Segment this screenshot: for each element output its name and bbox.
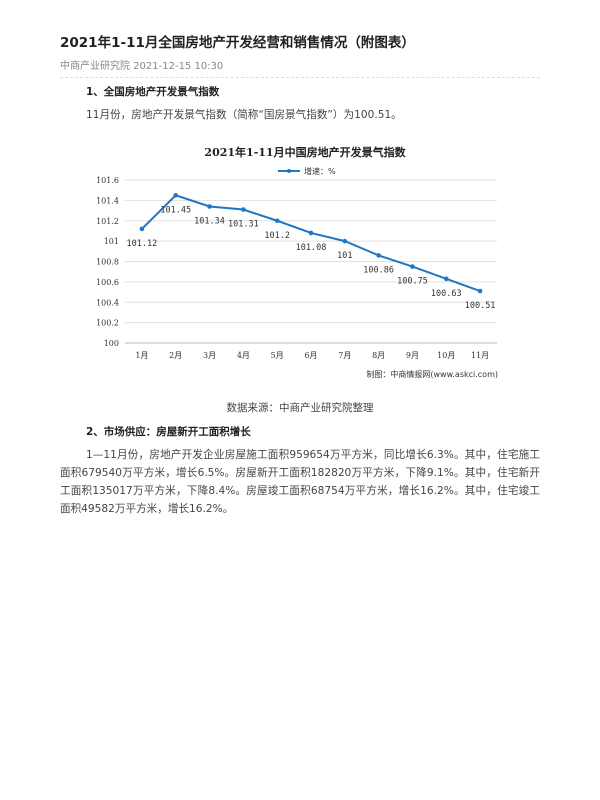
x-tick-label: 6月 bbox=[304, 351, 317, 360]
divider bbox=[60, 77, 540, 78]
x-tick-label: 3月 bbox=[203, 351, 216, 360]
x-tick-label: 4月 bbox=[237, 351, 250, 360]
data-point bbox=[274, 218, 280, 224]
data-label: 100.63 bbox=[431, 289, 462, 299]
article-title: 2021年1-11月全国房地产开发经营和销售情况（附图表） bbox=[60, 35, 415, 51]
y-tick-label: 101 bbox=[104, 237, 119, 246]
article-meta: 中商产业研究院 2021-12-15 10:30 bbox=[60, 61, 224, 72]
data-point bbox=[376, 253, 381, 258]
y-tick-label: 101.2 bbox=[96, 217, 119, 226]
data-label: 101.31 bbox=[228, 220, 259, 230]
y-tick-label: 100.4 bbox=[96, 298, 119, 307]
y-tick-label: 101.6 bbox=[96, 176, 119, 185]
x-tick-label: 8月 bbox=[372, 351, 385, 360]
data-point bbox=[308, 230, 314, 236]
y-tick-label: 101.4 bbox=[96, 196, 119, 205]
legend: 增速：% bbox=[278, 166, 336, 176]
data-label: 101.45 bbox=[160, 205, 191, 215]
x-tick-label: 2月 bbox=[169, 351, 182, 360]
data-label: 101.34 bbox=[194, 216, 225, 226]
y-tick-label: 100.2 bbox=[96, 319, 119, 328]
section-heading-2: 2、市场供应：房屋新开工面积增长 bbox=[86, 426, 251, 438]
data-point bbox=[477, 288, 483, 294]
x-tick-label: 7月 bbox=[338, 351, 351, 360]
x-tick-label: 9月 bbox=[406, 351, 419, 360]
chart-source: 数据来源：中商产业研究院整理 bbox=[226, 402, 374, 414]
data-point bbox=[342, 238, 348, 244]
x-tick-label: 11月 bbox=[471, 351, 489, 360]
data-point bbox=[173, 192, 179, 198]
data-label: 101.2 bbox=[264, 231, 290, 241]
data-label: 101 bbox=[337, 251, 352, 261]
section-text-1: 11月份，房地产开发景气指数（简称“国房景气指数”）为100.51。 bbox=[86, 109, 402, 121]
data-label: 100.86 bbox=[363, 265, 394, 275]
data-point bbox=[207, 204, 212, 209]
legend-marker bbox=[287, 169, 291, 173]
data-point bbox=[139, 226, 145, 232]
y-tick-label: 100 bbox=[104, 339, 119, 348]
x-tick-label: 10月 bbox=[437, 351, 455, 360]
x-tick-label: 1月 bbox=[135, 351, 148, 360]
data-point bbox=[410, 264, 415, 269]
data-point bbox=[443, 276, 449, 282]
chart-credit: 制图：中商情报网(www.askci.com) bbox=[366, 369, 498, 379]
data-label: 101.08 bbox=[296, 243, 327, 253]
section-text-2: 1—11月份，房地产开发企业房屋施工面积959654万平方米，同比增长6.3%。… bbox=[60, 449, 540, 515]
data-label: 101.12 bbox=[127, 239, 158, 249]
y-tick-label: 100.6 bbox=[96, 278, 119, 287]
data-point bbox=[241, 207, 246, 212]
legend-label: 增速：% bbox=[304, 166, 336, 176]
data-label: 100.75 bbox=[397, 277, 428, 287]
y-tick-label: 100.8 bbox=[96, 258, 119, 267]
x-tick-label: 5月 bbox=[271, 351, 284, 360]
data-label: 100.51 bbox=[465, 301, 496, 311]
chart-title: 2021年1-11月中国房地产开发景气指数 bbox=[204, 145, 406, 159]
section-heading-1: 1、全国房地产开发景气指数 bbox=[86, 86, 220, 98]
